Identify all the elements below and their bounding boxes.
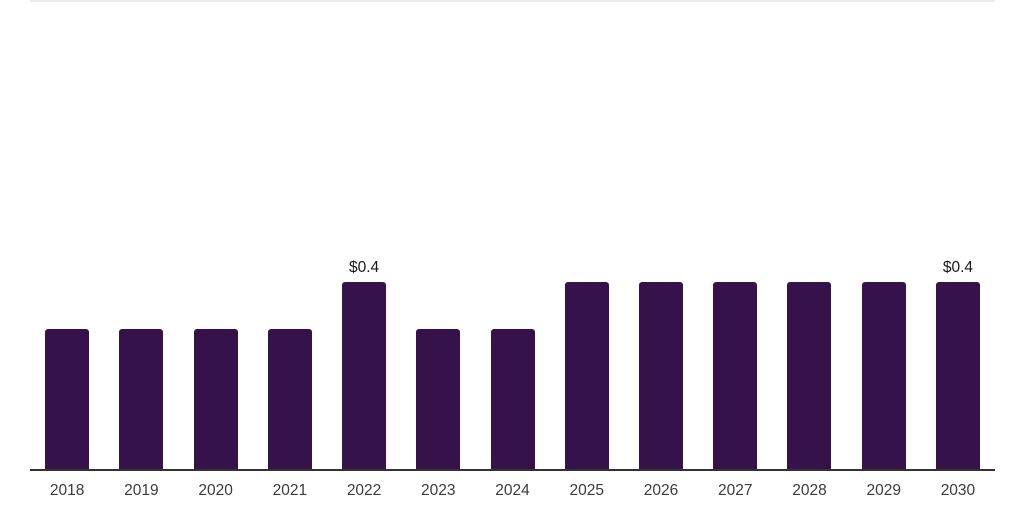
bar-slot [401,0,475,470]
x-tick-2029: 2029 [866,482,901,499]
bar-2028 [787,282,832,470]
bar-slot: $0.4 [327,0,401,470]
bar-slot [475,0,549,470]
bar-2029 [861,282,906,470]
x-tick-2026: 2026 [643,482,679,499]
x-axis-line [30,469,995,471]
bar-2030 [935,282,980,470]
bar-slot [624,0,698,470]
bar-2020 [193,329,238,470]
x-tick-2028: 2028 [792,482,827,499]
plot-area: $0.4 $0.4 [30,0,995,470]
x-tick-2022: 2022 [346,482,382,499]
x-tick-2030: 2030 [940,482,976,499]
x-tick-2019: 2019 [124,482,159,499]
x-tick-2021: 2021 [272,482,308,499]
data-label-2022: $0.4 [348,258,380,276]
bar-2018 [45,329,90,470]
bar-slot [30,0,104,470]
bar-slot: $0.4 [921,0,995,470]
bar-slot [847,0,921,470]
bar-2024 [490,329,535,470]
data-label-2030: $0.4 [942,258,974,276]
bar-2021 [267,329,312,470]
bar-slot [550,0,624,470]
bar-2025 [564,282,609,470]
bar-slot [698,0,772,470]
bar-2023 [416,329,461,470]
bar-2019 [119,329,164,470]
bar-2027 [713,282,758,470]
bar-2022 [342,282,387,470]
x-tick-2024: 2024 [495,482,530,499]
x-tick-2020: 2020 [198,482,233,499]
bar-slots: $0.4 $0.4 [30,0,995,470]
chart-top-border [30,0,995,2]
bar-2026 [638,282,683,470]
x-tick-2023: 2023 [421,482,456,499]
bar-slot [253,0,327,470]
x-axis-labels: 2018 2019 2020 2021 2022 2023 2024 2025 2026 2027… [30,481,995,500]
bar-slot [178,0,252,470]
bar-slot [104,0,178,470]
x-tick-2025: 2025 [569,482,604,499]
bar-chart: $0.4 $0.4 2018 2019 2020 2021 2022 2023 2024 202… [30,0,995,512]
bar-slot [772,0,846,470]
x-tick-2018: 2018 [49,482,85,499]
x-tick-2027: 2027 [717,482,753,499]
